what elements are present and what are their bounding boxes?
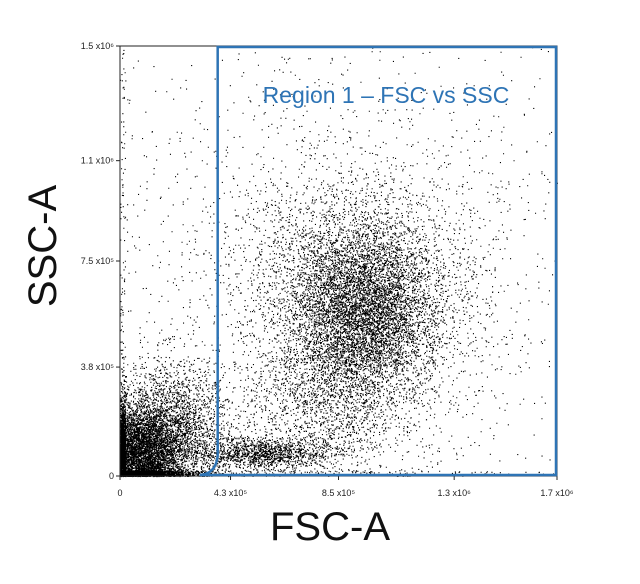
plot-frame <box>119 45 558 477</box>
x-tick-label: 1.3 x10⁶ <box>438 488 472 498</box>
y-tick-label: 0 <box>109 471 114 481</box>
x-axis: 0 4.3 x10⁵ 8.5 x10⁵ 1.3 x10⁶ 1.7 x10⁶ <box>117 476 574 498</box>
y-axis: 0 3.8 x10⁵ 7.5 x10⁵ 1.1 x10⁶ 1.5 x10⁶ <box>81 41 120 481</box>
x-tick-label: 8.5 x10⁵ <box>322 488 356 498</box>
x-axis-label: FSC-A <box>270 505 390 549</box>
y-axis-label: SSC-A <box>21 185 65 308</box>
y-tick-label: 1.5 x10⁶ <box>81 41 115 51</box>
scatter-dots <box>120 46 558 478</box>
y-tick-label: 1.1 x10⁶ <box>81 156 115 166</box>
region-1-gate[interactable] <box>199 45 558 477</box>
x-tick-label: 0 <box>117 488 122 498</box>
x-tick-label: 1.7 x10⁶ <box>540 488 574 498</box>
scatter-points <box>120 46 558 478</box>
y-tick-label: 3.8 x10⁵ <box>81 362 115 372</box>
region-1-label: Region 1 – FSC vs SSC <box>263 82 510 108</box>
y-tick-label: 7.5 x10⁵ <box>81 256 115 266</box>
x-tick-label: 4.3 x10⁵ <box>214 488 248 498</box>
